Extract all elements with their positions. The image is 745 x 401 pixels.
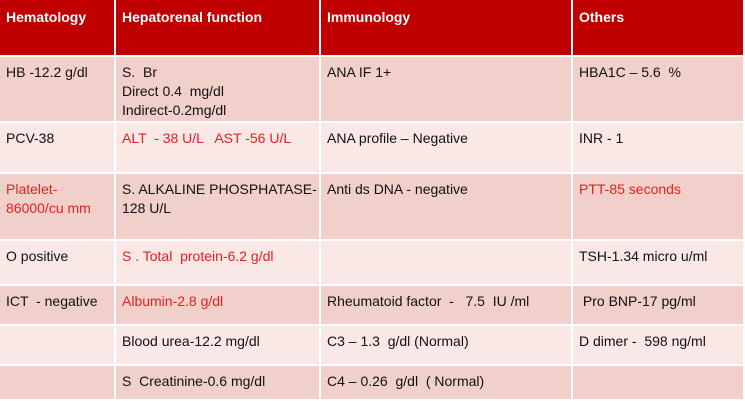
cell-text: Anti ds DNA - negative <box>327 181 468 197</box>
cell-text: INR - 1 <box>579 130 624 146</box>
table-cell: S. ALKALINE PHOSPHATASE- 128 U/L <box>116 174 319 239</box>
cell-text: S. ALKALINE PHOSPHATASE- <box>122 181 317 197</box>
cell-text: HB -12.2 g/dl <box>6 64 88 80</box>
table-cell: Pro BNP-17 pg/ml <box>573 286 743 324</box>
table-cell: Anti ds DNA - negative <box>321 174 571 239</box>
table-cell: O positive <box>0 241 114 284</box>
cell-text: ANA profile – Negative <box>327 130 468 146</box>
table-cell: TSH-1.34 micro u/ml <box>573 241 743 284</box>
header-cell: Others <box>573 0 743 55</box>
table-cell: S . Total protein-6.2 g/dl <box>116 241 319 284</box>
cell-text: HBA1C – 5.6 % <box>579 64 681 80</box>
cell-text: 128 U/L <box>122 200 172 216</box>
cell-text: S. Br <box>122 64 158 80</box>
table-cell: INR - 1 <box>573 123 743 172</box>
table-cell: Blood urea-12.2 mg/dl <box>116 326 319 364</box>
cell-text: Direct 0.4 mg/dl <box>122 83 224 99</box>
table-cell <box>321 241 571 284</box>
table-cell: S Creatinine-0.6 mg/dl <box>116 366 319 399</box>
cell-text: Indirect-0.2mg/dl <box>122 102 227 118</box>
cell-text: D dimer - 598 ng/ml <box>579 333 706 349</box>
table-cell <box>0 366 114 399</box>
cell-text: ICT - negative <box>6 293 98 309</box>
table-cell: HB -12.2 g/dl <box>0 57 114 121</box>
table-cell: HBA1C – 5.6 % <box>573 57 743 121</box>
table-cell: ALT - 38 U/L AST -56 U/L <box>116 123 319 172</box>
table-cell: S. Br Direct 0.4 mg/dl Indirect-0.2mg/dl <box>116 57 319 121</box>
cell-text: Rheumatoid factor - 7.5 IU /ml <box>327 293 530 309</box>
table-cell <box>573 366 743 399</box>
cell-text: Platelet- <box>6 181 58 197</box>
header-cell: Hematology <box>0 0 114 55</box>
cell-text: ALT - 38 U/L AST -56 U/L <box>122 130 292 146</box>
cell-text: O positive <box>6 248 69 264</box>
table-cell: Albumin-2.8 g/dl <box>116 286 319 324</box>
cell-text: C4 – 0.26 g/dl ( Normal) <box>327 373 485 389</box>
table-cell: C3 – 1.3 g/dl (Normal) <box>321 326 571 364</box>
cell-text: Blood urea-12.2 mg/dl <box>122 333 260 349</box>
cell-text: S . Total protein-6.2 g/dl <box>122 248 274 264</box>
cell-text: 86000/cu mm <box>6 200 91 216</box>
header-cell: Hepatorenal function <box>116 0 319 55</box>
table-cell: Rheumatoid factor - 7.5 IU /ml <box>321 286 571 324</box>
header-cell: Immunology <box>321 0 571 55</box>
table-cell: PCV-38 <box>0 123 114 172</box>
table-cell: ANA IF 1+ <box>321 57 571 121</box>
cell-text: ANA IF 1+ <box>327 64 392 80</box>
cell-text: Pro BNP-17 pg/ml <box>579 293 696 309</box>
cell-text: Albumin-2.8 g/dl <box>122 293 224 309</box>
cell-text: PCV-38 <box>6 130 55 146</box>
table-cell: D dimer - 598 ng/ml <box>573 326 743 364</box>
cell-text: C3 – 1.3 g/dl (Normal) <box>327 333 469 349</box>
table-cell: ICT - negative <box>0 286 114 324</box>
table-cell: Platelet- 86000/cu mm <box>0 174 114 239</box>
table-cell: ANA profile – Negative <box>321 123 571 172</box>
cell-text: S Creatinine-0.6 mg/dl <box>122 373 266 389</box>
cell-text: TSH-1.34 micro u/ml <box>579 248 708 264</box>
table-cell <box>0 326 114 364</box>
table-cell: C4 – 0.26 g/dl ( Normal) <box>321 366 571 399</box>
cell-text: PTT-85 seconds <box>579 181 681 197</box>
table-cell: PTT-85 seconds <box>573 174 743 239</box>
